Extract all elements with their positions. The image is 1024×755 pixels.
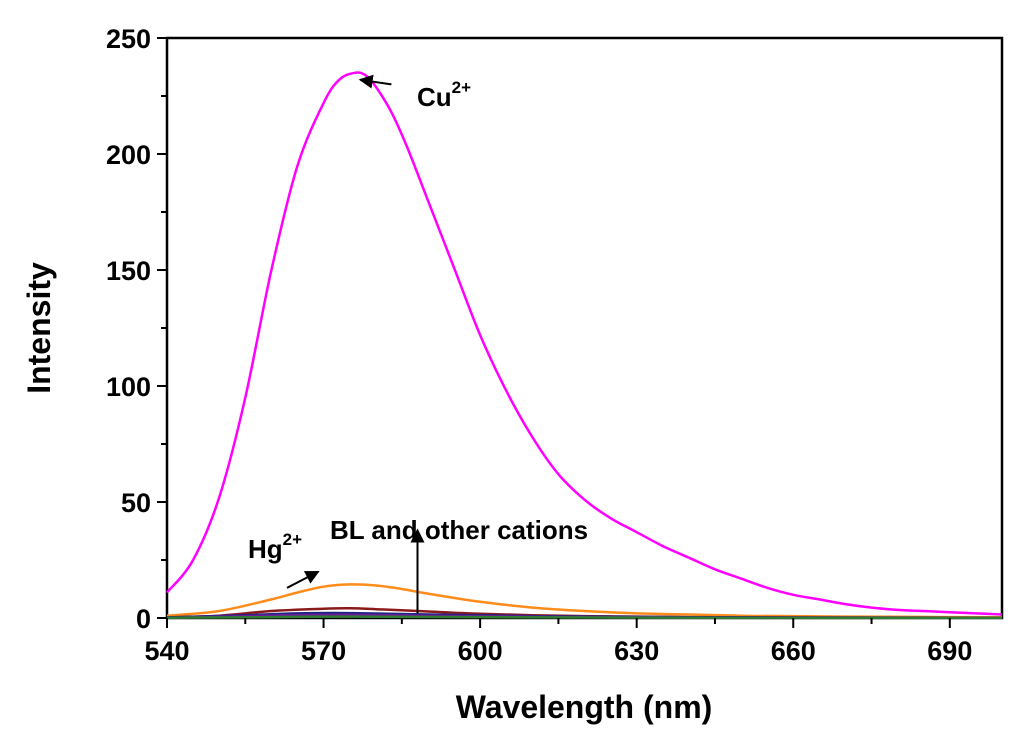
axis-layer: 540 570 600 630 660 690 0 50 100 150 200 250 bbox=[106, 24, 972, 666]
y-tick-label: 100 bbox=[106, 372, 151, 402]
x-tick-label: 660 bbox=[771, 636, 816, 666]
x-tick-label: 540 bbox=[144, 636, 189, 666]
annotation-arrow bbox=[286, 570, 320, 589]
annotation-arrow bbox=[358, 74, 392, 89]
x-tick-label: 570 bbox=[301, 636, 346, 666]
annotation-label: Cu2+ bbox=[417, 78, 471, 112]
x-tick-label: 690 bbox=[927, 636, 972, 666]
annotation-label: Hg2+ bbox=[248, 530, 302, 564]
y-tick-label: 200 bbox=[106, 140, 151, 170]
y-tick-label: 250 bbox=[106, 24, 151, 54]
y-axis-title: Intensity bbox=[21, 262, 57, 394]
annotation-superscript: 2+ bbox=[283, 530, 302, 549]
x-tick-label: 600 bbox=[458, 636, 503, 666]
x-tick-label: 630 bbox=[614, 636, 659, 666]
y-tick-label: 50 bbox=[121, 488, 151, 518]
y-tick-label: 0 bbox=[136, 604, 151, 634]
annotation-label: BL and other cations bbox=[330, 515, 588, 545]
series-line-6 bbox=[166, 615, 1003, 620]
series-line-1 bbox=[166, 71, 1003, 616]
x-axis-title: Wavelength (nm) bbox=[456, 689, 713, 725]
series-layer bbox=[166, 71, 1003, 620]
annotation-superscript: 2+ bbox=[452, 78, 471, 97]
y-tick-label: 150 bbox=[106, 256, 151, 286]
